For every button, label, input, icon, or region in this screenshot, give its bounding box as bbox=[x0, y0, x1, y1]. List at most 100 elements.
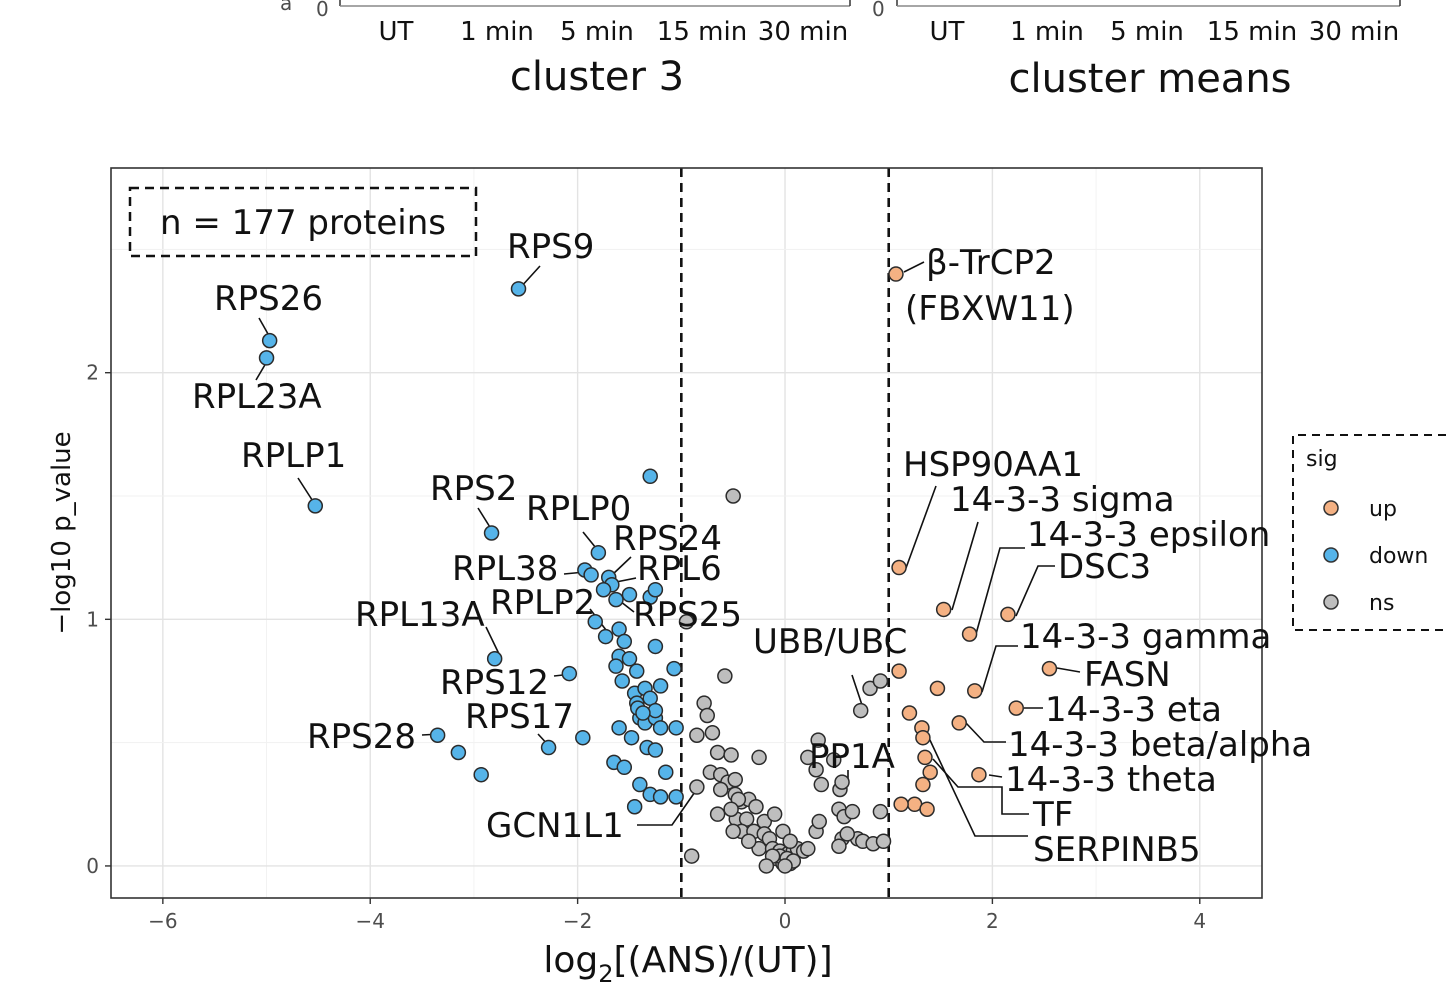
data-point-up bbox=[893, 796, 909, 813]
point-label: SERPINB5 bbox=[1033, 830, 1201, 870]
data-point-down bbox=[647, 702, 664, 719]
data-point-down bbox=[258, 350, 275, 366]
data-point-down bbox=[575, 729, 591, 746]
data-point-ns bbox=[683, 848, 700, 864]
data-point-down bbox=[595, 581, 612, 598]
left-panel-x-tick: 1 min bbox=[460, 17, 534, 47]
point-label: 14-3-3 theta bbox=[1005, 760, 1217, 800]
data-point-down bbox=[587, 614, 603, 630]
x-tick-label: −6 bbox=[148, 909, 177, 933]
point-label: GCN1L1 bbox=[486, 806, 624, 846]
x-tick-label: 2 bbox=[986, 909, 999, 933]
x-axis-title-rest: [(ANS)/(UT)] bbox=[614, 940, 833, 981]
data-point-down bbox=[621, 651, 638, 667]
point-label: 14-3-3 sigma bbox=[950, 480, 1175, 520]
data-point-down bbox=[626, 799, 643, 815]
data-point-up bbox=[935, 601, 952, 618]
x-tick-label: 0 bbox=[779, 909, 792, 933]
x-axis-title-base: log bbox=[543, 940, 598, 981]
y-tick-label: 0 bbox=[86, 854, 99, 878]
point-label: RPS9 bbox=[507, 227, 594, 267]
data-point-ns bbox=[699, 707, 715, 724]
legend-swatch-ns bbox=[1323, 594, 1339, 610]
data-point-ns bbox=[777, 858, 793, 874]
data-point-down bbox=[473, 766, 489, 783]
data-point-up bbox=[891, 559, 907, 576]
volcano-plot: −6 −4 −2 0 2 4 0 1 2 n = 177 proteins RPS9 RPS26 R… bbox=[47, 167, 1312, 988]
label-leader-line bbox=[1056, 667, 1081, 673]
right-panel-x-tick: 15 min bbox=[1207, 17, 1297, 47]
data-point-down bbox=[668, 789, 684, 805]
left-panel-title: cluster 3 bbox=[510, 54, 684, 100]
data-point-up bbox=[1008, 700, 1024, 716]
label-leader-line bbox=[928, 737, 1028, 837]
point-label: RPL13A bbox=[355, 595, 485, 635]
point-label: β-TrCP2 bbox=[926, 243, 1056, 283]
data-point-ns bbox=[689, 779, 705, 795]
data-point-ns bbox=[872, 673, 889, 689]
data-point-ns bbox=[709, 806, 726, 822]
right-panel-y-tick: 0 bbox=[872, 0, 885, 21]
data-point-ns bbox=[727, 771, 743, 788]
plot-border bbox=[110, 167, 1263, 899]
axis-ticks: −6 −4 −2 0 2 4 0 1 2 bbox=[86, 361, 1206, 933]
data-point-up bbox=[961, 626, 978, 642]
data-point-ns bbox=[862, 680, 878, 697]
data-point-up bbox=[967, 683, 983, 699]
point-label: RPLP2 bbox=[490, 583, 595, 623]
top-panels: a 0 UT 1 min 5 min 15 min 30 min cluster… bbox=[280, 0, 1401, 102]
point-label: RPLP0 bbox=[526, 489, 631, 529]
data-point-up bbox=[915, 729, 931, 746]
data-point-ns bbox=[875, 833, 892, 850]
data-point-up bbox=[888, 266, 904, 282]
data-point-ns bbox=[782, 833, 798, 850]
data-point-down bbox=[635, 705, 651, 721]
label-leader-line bbox=[611, 556, 632, 576]
right-panel-x-tick: 30 min bbox=[1309, 17, 1399, 47]
data-point-ns bbox=[808, 762, 824, 778]
annotation-text: n = 177 proteins bbox=[160, 203, 446, 243]
x-axis-title-subscript: 2 bbox=[598, 960, 613, 988]
point-label: RPL23A bbox=[192, 377, 322, 417]
left-panel-x-tick: 5 min bbox=[560, 17, 634, 47]
data-point-down bbox=[616, 759, 633, 776]
data-point-down bbox=[429, 727, 446, 743]
data-point-ns bbox=[725, 488, 741, 504]
label-leader-line bbox=[988, 774, 1003, 778]
point-label: RPS2 bbox=[430, 469, 517, 509]
data-point-down bbox=[307, 498, 324, 514]
data-point-ns bbox=[825, 752, 842, 768]
data-point-down bbox=[647, 742, 664, 758]
data-point-ns bbox=[717, 668, 733, 684]
data-point-down bbox=[642, 468, 658, 485]
data-point-down bbox=[597, 628, 614, 645]
label-leader-line bbox=[932, 758, 1029, 815]
left-panel-x-tick: UT bbox=[379, 17, 414, 47]
data-point-up bbox=[891, 663, 907, 679]
right-panel-x-tick: UT bbox=[930, 17, 965, 47]
legend-swatch-up bbox=[1323, 500, 1339, 516]
data-point-ns bbox=[678, 614, 695, 630]
data-point-up bbox=[1041, 660, 1058, 677]
left-panel-x-tick: 30 min bbox=[758, 17, 848, 47]
data-point-down bbox=[483, 525, 500, 541]
y-tick-label: 2 bbox=[86, 361, 99, 385]
data-point-down bbox=[608, 658, 624, 674]
point-label: 14-3-3 epsilon bbox=[1027, 515, 1270, 555]
data-point-up bbox=[922, 764, 938, 780]
data-point-ns bbox=[709, 744, 726, 761]
point-label: 14-3-3 beta/alpha bbox=[1008, 725, 1312, 765]
point-label: RPS25 bbox=[633, 595, 742, 635]
data-point-ns bbox=[725, 823, 741, 840]
point-label: RPLP1 bbox=[241, 436, 346, 476]
y-tick-label: 1 bbox=[86, 607, 99, 631]
legend-swatch-down bbox=[1323, 547, 1339, 563]
data-point-down bbox=[540, 739, 557, 756]
data-point-up bbox=[915, 776, 931, 793]
data-point-ns bbox=[831, 838, 847, 854]
point-label: RPS17 bbox=[465, 697, 574, 737]
data-point-ns bbox=[723, 801, 739, 817]
x-axis-title: log2[(ANS)/(UT)] bbox=[543, 940, 832, 988]
data-points bbox=[258, 266, 1058, 874]
